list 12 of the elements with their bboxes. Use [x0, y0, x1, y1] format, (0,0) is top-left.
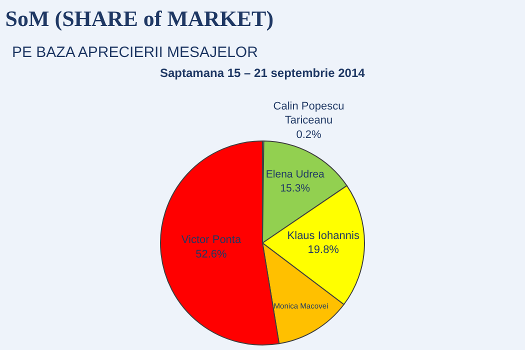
text: Saptamana 15 – 21 septembrie 2014 [160, 66, 366, 80]
slice-label: Klaus Iohannis [287, 230, 360, 242]
slice-label: Victor Ponta [181, 234, 242, 246]
data-label: 19.8% [308, 244, 340, 256]
data-label: 0.2% [296, 129, 322, 142]
data-label: 52.6% [196, 248, 228, 260]
data-label: 15.3% [280, 182, 310, 194]
slice-label: Monica Macovei [274, 302, 329, 311]
slice-label: Elena Udrea [266, 168, 324, 181]
chart-title: SoM (SHARE of MARKET) [5, 6, 274, 31]
slice-label: Calin Popescu Tariceanu [273, 100, 344, 127]
chart-subtitle: PE BAZA APRECIERII MESAJELOR [12, 44, 258, 61]
